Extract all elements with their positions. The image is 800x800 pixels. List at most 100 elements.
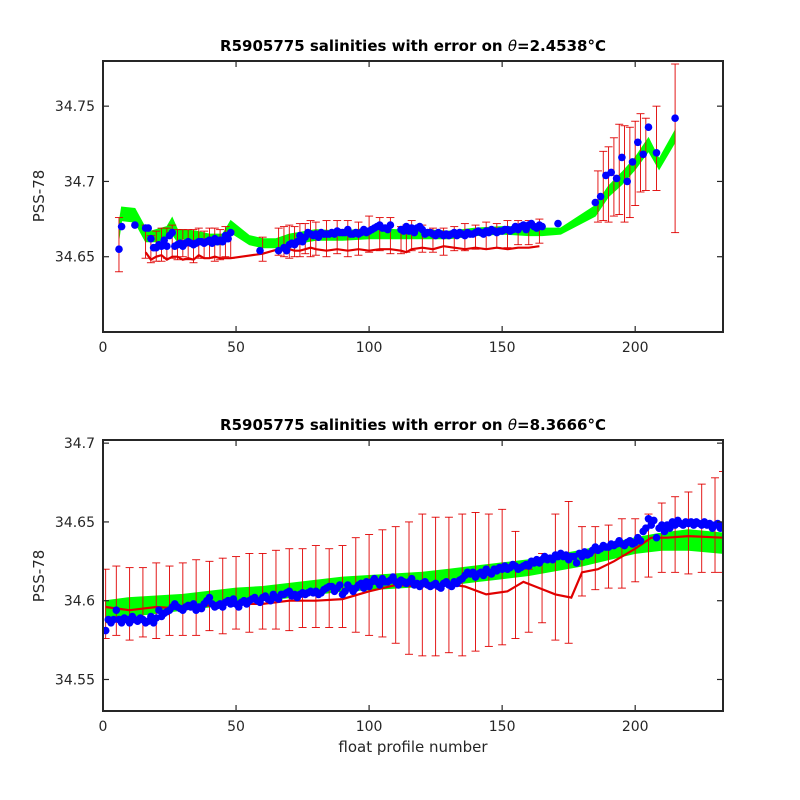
error-bar xyxy=(258,552,267,630)
error-bar xyxy=(604,524,613,589)
salinity-point xyxy=(205,593,214,602)
x-tick-label: 150 xyxy=(489,340,516,356)
title-main: R5905775 salinities with error on xyxy=(220,416,508,434)
salinity-point xyxy=(117,222,126,231)
salinity-point xyxy=(628,158,637,166)
salinity-point xyxy=(147,234,155,243)
error-bar xyxy=(216,229,225,261)
error-bar xyxy=(599,150,608,222)
error-bar xyxy=(657,502,666,573)
error-bar xyxy=(471,512,480,652)
error-bar xyxy=(719,471,723,573)
error-bar xyxy=(165,565,174,636)
salinity-point xyxy=(572,559,581,567)
error-bar xyxy=(125,567,134,641)
salinity-point xyxy=(256,246,264,255)
error-bar xyxy=(112,565,121,636)
error-bar xyxy=(551,513,560,641)
salinity-point xyxy=(538,222,546,231)
title-theta: θ xyxy=(508,37,517,55)
error-bar xyxy=(604,146,613,223)
error-bar xyxy=(671,63,680,234)
x-tick-label: 200 xyxy=(622,340,649,356)
error-bar xyxy=(564,500,573,644)
error-bar xyxy=(232,556,241,630)
salinity-point xyxy=(596,192,605,201)
salinity-point xyxy=(554,219,562,228)
error-bar xyxy=(652,105,661,191)
chart-title: R5905775 salinities with error on θ=8.36… xyxy=(220,416,606,434)
title-value: =8.3666 xyxy=(517,416,587,434)
error-bar xyxy=(524,568,533,633)
salinity-point xyxy=(636,537,645,545)
error-bar xyxy=(245,552,254,633)
error-bar xyxy=(333,220,342,255)
y-tick-label: 34.75 xyxy=(55,99,95,115)
error-bar xyxy=(617,518,626,589)
salinity-point xyxy=(144,224,152,232)
error-bar xyxy=(484,513,493,647)
error-bar xyxy=(577,526,586,597)
salinity-point xyxy=(407,574,416,583)
salinity-point xyxy=(112,606,121,614)
error-bar xyxy=(271,549,280,630)
x-tick-label: 50 xyxy=(227,719,245,735)
y-tick-label: 34.7 xyxy=(64,436,95,452)
error-bar xyxy=(620,125,629,223)
error-bar xyxy=(298,548,307,628)
ticks: 0 50 100 150 200 34.55 34.6 34.65 34.7 xyxy=(55,436,723,735)
salinity-point xyxy=(652,149,661,157)
salinity-point xyxy=(386,221,395,229)
salinity-point xyxy=(109,615,118,624)
salinity-point xyxy=(634,138,642,147)
error-bar xyxy=(354,221,363,256)
error-bar xyxy=(178,562,187,636)
title-main: R5905775 salinities with error on xyxy=(220,37,508,55)
salinity-point xyxy=(157,242,166,250)
error-bar xyxy=(503,220,512,249)
y-tick-label: 34.6 xyxy=(64,594,95,610)
salinity-point xyxy=(612,174,621,183)
salinity-point xyxy=(115,245,123,253)
salinity-point xyxy=(163,242,171,250)
chart-title: R5905775 salinities with error on θ=2.45… xyxy=(220,37,606,55)
salinity-point xyxy=(224,234,232,243)
salinity-point xyxy=(650,516,658,525)
error-bar xyxy=(498,508,507,646)
error-bar xyxy=(625,126,634,219)
x-tick-label: 150 xyxy=(489,719,516,735)
salinity-point xyxy=(671,114,679,122)
ticks: 0 50 100 150 200 34.65 34.7 34.75 xyxy=(55,61,723,356)
x-tick-label: 200 xyxy=(622,719,649,735)
error-bar xyxy=(671,496,680,573)
salinity-point xyxy=(658,521,666,529)
x-tick-label: 0 xyxy=(99,340,108,356)
salinity-point xyxy=(282,246,291,255)
error-bar xyxy=(152,562,161,639)
salinity-point xyxy=(336,581,344,589)
x-axis-label: float profile number xyxy=(338,738,488,756)
error-bar xyxy=(322,220,331,258)
salinity-point xyxy=(644,123,653,131)
y-tick-label: 34.65 xyxy=(55,250,95,266)
title-theta: θ xyxy=(508,416,517,434)
salinity-point xyxy=(591,198,600,207)
error-bar xyxy=(218,557,227,635)
salinity-point xyxy=(652,533,661,542)
x-tick-label: 0 xyxy=(99,719,108,735)
axes-frame xyxy=(102,60,724,333)
salinity-point xyxy=(623,177,631,186)
plot-area xyxy=(114,63,680,273)
error-bar xyxy=(192,559,201,636)
error-bar xyxy=(405,521,414,655)
y-axis-label: PSS-78 xyxy=(30,550,48,603)
x-tick-label: 100 xyxy=(356,340,383,356)
title-value: =2.4538 xyxy=(517,37,587,55)
y-tick-label: 34.7 xyxy=(64,174,95,190)
error-bar xyxy=(511,530,520,639)
x-tick-label: 50 xyxy=(227,340,245,356)
reference-salinity-line xyxy=(144,245,540,262)
y-tick-label: 34.55 xyxy=(55,672,95,688)
plot-area xyxy=(103,471,723,657)
